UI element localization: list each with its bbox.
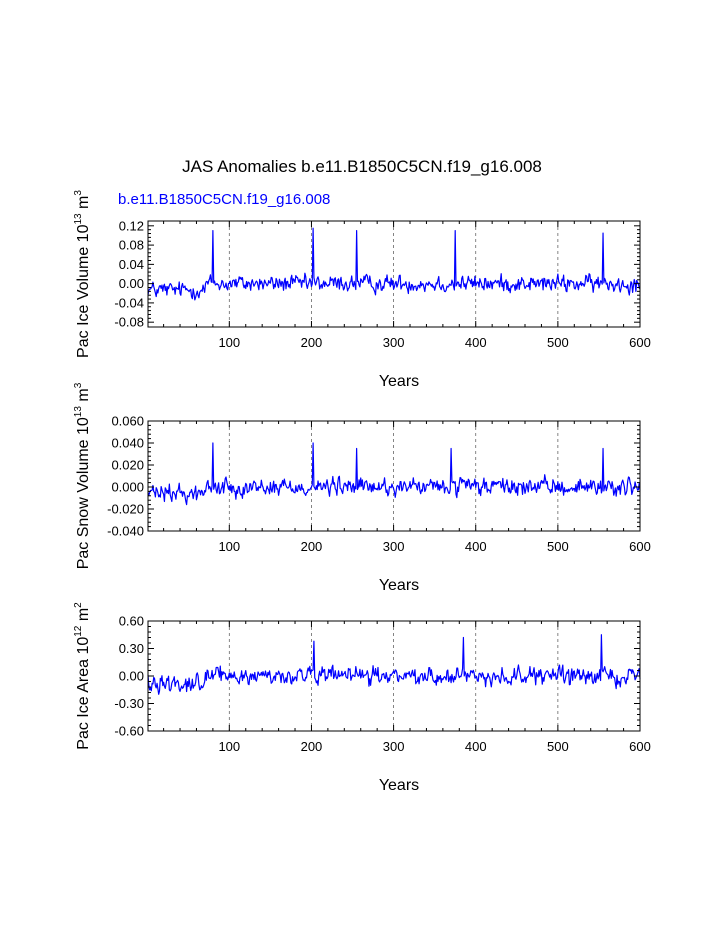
x-tick-label: 300	[383, 539, 405, 554]
plot-frame	[147, 420, 641, 532]
y-axis-label: Pac Ice Area 1012 m2	[73, 602, 92, 750]
y-axis-label-unit: m	[75, 608, 92, 626]
y-tick-label: -0.04	[114, 295, 144, 310]
y-tick-label: 0.040	[111, 436, 144, 451]
chart-title: JAS Anomalies b.e11.B1850C5CN.f19_g16.00…	[182, 157, 542, 176]
x-tick-label: 100	[218, 739, 240, 754]
x-axis-label: Years	[379, 577, 419, 594]
series-legend-label: b.e11.B1850C5CN.f19_g16.008	[118, 191, 330, 208]
x-tick-label: 400	[465, 335, 487, 350]
x-tick-label: 300	[383, 739, 405, 754]
x-tick-label: 400	[465, 739, 487, 754]
y-tick-label: 0.08	[119, 238, 144, 253]
y-axis-label: Pac Snow Volume 1013 m3	[73, 382, 92, 569]
y-axis-label-unit-exponent: 3	[73, 190, 84, 196]
panel-ice-volume: 100 200 300 400 500 600 -0.08 -0.04 0.00 0.04 0.08…	[73, 190, 651, 390]
panel-snow-volume: 100 200 300 400 500 600 -0.040 -0.020 0.000 0.020…	[73, 382, 651, 594]
x-tick-label: 200	[301, 539, 323, 554]
x-tick-label: 100	[218, 539, 240, 554]
y-axis-label-main: Pac Ice Volume 10	[75, 224, 92, 358]
x-tick-label: 600	[629, 539, 651, 554]
y-tick-label: -0.040	[107, 524, 144, 539]
y-axis-label-exponent: 13	[73, 213, 84, 225]
y-axis-label-unit-exponent: 2	[73, 602, 84, 608]
x-tick-label: 200	[301, 335, 323, 350]
y-axis-label-unit-exponent: 3	[73, 382, 84, 388]
y-tick-label: 0.000	[111, 480, 144, 495]
x-tick-label: 500	[547, 739, 569, 754]
panel-ice-area: 100 200 300 400 500 600 -0.60 -0.30 0.00 0.30 0.60…	[73, 602, 651, 794]
y-axis-label: Pac Ice Volume 1013 m3	[73, 190, 92, 358]
y-tick-label: 0.020	[111, 458, 144, 473]
y-tick-label: -0.08	[114, 315, 144, 330]
y-axis-label-unit: m	[75, 388, 92, 406]
x-tick-label: 600	[629, 335, 651, 350]
x-tick-label: 300	[383, 335, 405, 350]
x-axis-label: Years	[379, 373, 419, 390]
y-tick-label: -0.30	[114, 696, 144, 711]
y-axis-label-exponent: 12	[73, 625, 84, 637]
y-tick-label: -0.020	[107, 502, 144, 517]
x-tick-label: 400	[465, 539, 487, 554]
y-tick-label: 0.00	[119, 276, 144, 291]
panels: 100 200 300 400 500 600 -0.08 -0.04 0.00 0.04 0.08…	[73, 190, 651, 794]
x-tick-label: 100	[218, 335, 240, 350]
y-tick-label: -0.60	[114, 724, 144, 739]
y-tick-label: 0.12	[119, 218, 144, 233]
data-series-line	[147, 634, 641, 695]
y-tick-label: 0.00	[119, 669, 144, 684]
x-tick-label: 600	[629, 739, 651, 754]
x-tick-label: 200	[301, 739, 323, 754]
y-tick-label: 0.30	[119, 641, 144, 656]
x-axis-label: Years	[379, 777, 419, 794]
y-axis-label-main: Pac Snow Volume 10	[75, 417, 92, 569]
data-series-line	[147, 442, 641, 506]
x-tick-label: 500	[547, 539, 569, 554]
plot-frame	[147, 220, 641, 328]
y-tick-label: 0.04	[119, 257, 144, 272]
y-axis-label-exponent: 13	[73, 406, 84, 418]
data-series-line	[147, 227, 641, 301]
y-tick-label: 0.60	[119, 614, 144, 629]
x-tick-label: 500	[547, 335, 569, 350]
y-tick-label: 0.060	[111, 414, 144, 429]
y-axis-label-unit: m	[75, 196, 92, 214]
y-axis-label-main: Pac Ice Area 10	[75, 637, 92, 750]
